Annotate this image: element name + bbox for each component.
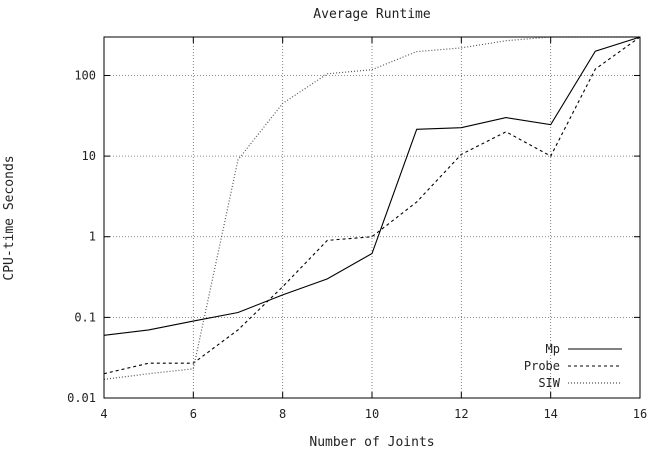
- series-line-probe: [103, 36, 641, 375]
- x-tick-label: 12: [454, 407, 468, 421]
- y-tick-label: 1: [89, 230, 96, 244]
- y-tick-label: 0.01: [67, 391, 96, 405]
- legend: Mp Probe SIW: [524, 342, 622, 390]
- x-tick-label: 8: [279, 407, 286, 421]
- x-tick-label: 16: [633, 407, 647, 421]
- x-tick-label: 6: [190, 407, 197, 421]
- axis-ticks: 4 6 8 10 12 14 16 0.01 0.1 1 10 100: [67, 37, 647, 421]
- legend-label-siw: SIW: [538, 376, 560, 390]
- x-tick-label: 14: [543, 407, 557, 421]
- y-axis-label: CPU-time Seconds: [2, 155, 17, 280]
- x-tick-label: 4: [100, 407, 107, 421]
- y-tick-label: 10: [82, 149, 96, 163]
- y-tick-label: 0.1: [74, 310, 96, 324]
- legend-label-mp: Mp: [546, 342, 560, 356]
- x-axis-label: Number of Joints: [309, 435, 434, 450]
- legend-label-probe: Probe: [524, 359, 560, 373]
- y-tick-label: 100: [74, 68, 96, 82]
- series-line-mp: [103, 36, 641, 336]
- grid: [104, 37, 640, 398]
- chart-title: Average Runtime: [313, 7, 431, 22]
- x-tick-label: 10: [365, 407, 379, 421]
